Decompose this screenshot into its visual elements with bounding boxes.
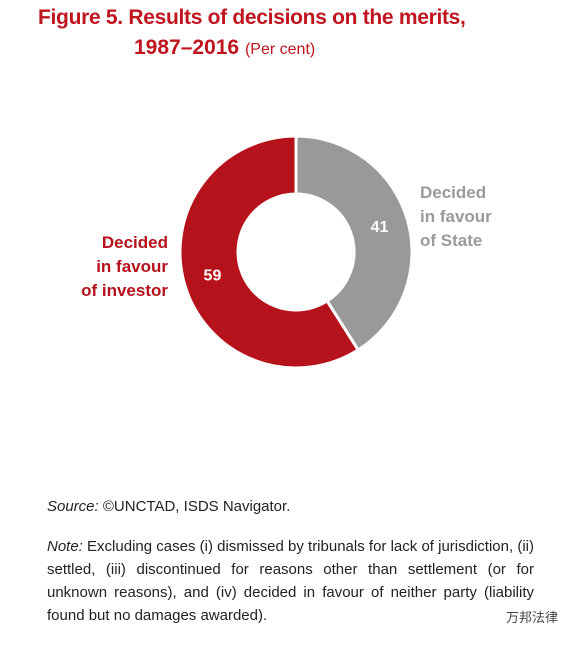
chart-title: Figure 5. Results of decisions on the me…	[38, 6, 466, 29]
donut-chart: 41 59	[178, 134, 414, 370]
data-label: 59	[204, 267, 222, 284]
chart-title: 1987–2016	[134, 36, 240, 59]
note-text: Excluding cases (i) dismissed by tribuna…	[47, 538, 534, 624]
donut-slice	[178, 134, 361, 370]
chart-title: 1987–2016 (Per cent)	[134, 36, 315, 60]
data-label: 41	[371, 219, 389, 236]
source-text: ©UNCTAD, ISDS Navigator.	[102, 498, 291, 515]
chart-subtitle: (Per cent)	[244, 41, 316, 58]
donut-slice	[294, 134, 414, 353]
note-label: Note:	[47, 538, 83, 555]
source-label: Source:	[47, 498, 99, 515]
note: Note: Excluding cases (i) dismissed by t…	[47, 535, 534, 627]
watermark: 万邦法律	[505, 610, 558, 625]
category-label: Decided in favour of investor	[81, 233, 168, 300]
source: Source: ©UNCTAD, ISDS Navigator.	[47, 498, 290, 515]
category-label: Decided in favour of State	[420, 183, 492, 250]
